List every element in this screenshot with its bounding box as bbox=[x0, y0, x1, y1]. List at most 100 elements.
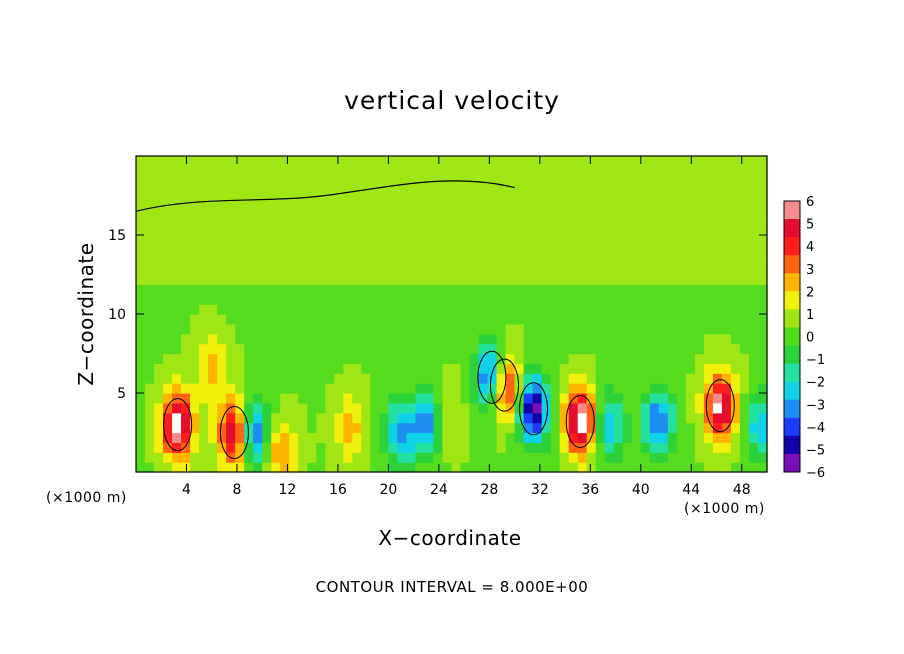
field-cell bbox=[721, 284, 732, 295]
colorbar-swatch bbox=[784, 381, 800, 401]
field-cell bbox=[685, 373, 696, 384]
field-cell bbox=[325, 402, 335, 414]
field-cell bbox=[145, 254, 155, 266]
field-cell bbox=[730, 462, 741, 473]
field-cell bbox=[163, 442, 173, 453]
field-cell bbox=[298, 244, 308, 256]
field-cell bbox=[343, 185, 353, 197]
field-cell bbox=[694, 393, 705, 404]
field-cell bbox=[685, 156, 696, 167]
field-cell bbox=[379, 353, 389, 364]
field-cell bbox=[334, 294, 344, 305]
field-cell bbox=[730, 215, 741, 226]
field-cell bbox=[136, 323, 146, 335]
field-cell bbox=[721, 274, 732, 285]
field-cell bbox=[280, 175, 290, 187]
field-cell bbox=[541, 452, 552, 463]
field-cell bbox=[550, 373, 561, 384]
field-cell bbox=[181, 412, 191, 424]
contour-core bbox=[477, 350, 507, 404]
field-cell bbox=[541, 205, 552, 216]
field-cell bbox=[442, 442, 453, 453]
field-cell bbox=[640, 156, 651, 167]
field-cell bbox=[352, 402, 362, 414]
field-cell bbox=[478, 462, 489, 473]
field-cell bbox=[424, 244, 435, 256]
field-cell bbox=[433, 314, 444, 325]
field-cell bbox=[694, 304, 705, 315]
field-cell bbox=[685, 402, 696, 414]
field-cell bbox=[568, 225, 579, 236]
field-cell bbox=[298, 333, 308, 345]
field-cell bbox=[514, 195, 525, 206]
field-cell bbox=[235, 462, 245, 473]
field-cell bbox=[685, 432, 696, 443]
field-cell bbox=[181, 225, 191, 236]
field-cell bbox=[667, 175, 678, 187]
field-cell bbox=[730, 225, 741, 236]
field-cell bbox=[451, 353, 462, 364]
field-cell bbox=[451, 412, 462, 424]
field-cell bbox=[586, 156, 597, 167]
field-cell bbox=[388, 343, 399, 355]
field-cell bbox=[406, 205, 417, 216]
field-cell bbox=[631, 343, 642, 355]
field-cell bbox=[415, 314, 426, 325]
field-cell bbox=[604, 314, 615, 325]
field-cell bbox=[343, 294, 353, 305]
field-cell bbox=[352, 393, 362, 404]
field-cell bbox=[649, 274, 660, 285]
field-cell bbox=[406, 225, 417, 236]
field-cell bbox=[271, 402, 281, 414]
field-cell bbox=[424, 343, 435, 355]
field-cell bbox=[703, 175, 714, 187]
field-cell bbox=[649, 264, 660, 276]
field-cell bbox=[541, 165, 552, 177]
field-cell bbox=[244, 343, 254, 355]
field-cell bbox=[469, 314, 480, 325]
field-cell bbox=[370, 343, 380, 355]
field-cell bbox=[307, 462, 317, 473]
field-cell bbox=[388, 185, 399, 197]
field-cell bbox=[244, 195, 254, 206]
field-cell bbox=[370, 432, 380, 443]
field-cell bbox=[325, 254, 335, 266]
field-cell bbox=[550, 422, 561, 434]
field-cell bbox=[550, 244, 561, 256]
field-cell bbox=[442, 462, 453, 473]
field-cell bbox=[406, 254, 417, 266]
field-cell bbox=[514, 264, 525, 276]
field-cell bbox=[199, 185, 209, 197]
field-cell bbox=[568, 264, 579, 276]
field-cell bbox=[568, 215, 579, 226]
field-cell bbox=[703, 205, 714, 216]
field-cell bbox=[595, 274, 606, 285]
field-cell bbox=[577, 422, 588, 434]
field-cell bbox=[478, 452, 489, 463]
field-cell bbox=[145, 215, 155, 226]
field-cell bbox=[325, 175, 335, 187]
field-cell bbox=[478, 195, 489, 206]
field-cell bbox=[325, 422, 335, 434]
field-cell bbox=[163, 422, 173, 434]
field-cell bbox=[748, 195, 759, 206]
field-cell bbox=[568, 314, 579, 325]
field-cell bbox=[478, 323, 489, 335]
field-cell bbox=[703, 373, 714, 384]
field-cell bbox=[730, 314, 741, 325]
field-cell bbox=[280, 432, 290, 443]
field-cell bbox=[406, 462, 417, 473]
field-cell bbox=[271, 323, 281, 335]
field-cell bbox=[199, 274, 209, 285]
field-cell bbox=[568, 373, 579, 384]
field-cell bbox=[145, 462, 155, 473]
field-cell bbox=[244, 462, 254, 473]
field-cell bbox=[253, 422, 263, 434]
field-cell bbox=[388, 333, 399, 345]
field-cell bbox=[433, 284, 444, 295]
field-cell bbox=[550, 165, 561, 177]
field-cell bbox=[136, 393, 146, 404]
field-cell bbox=[442, 432, 453, 443]
field-cell bbox=[451, 383, 462, 394]
field-cell bbox=[523, 353, 534, 364]
